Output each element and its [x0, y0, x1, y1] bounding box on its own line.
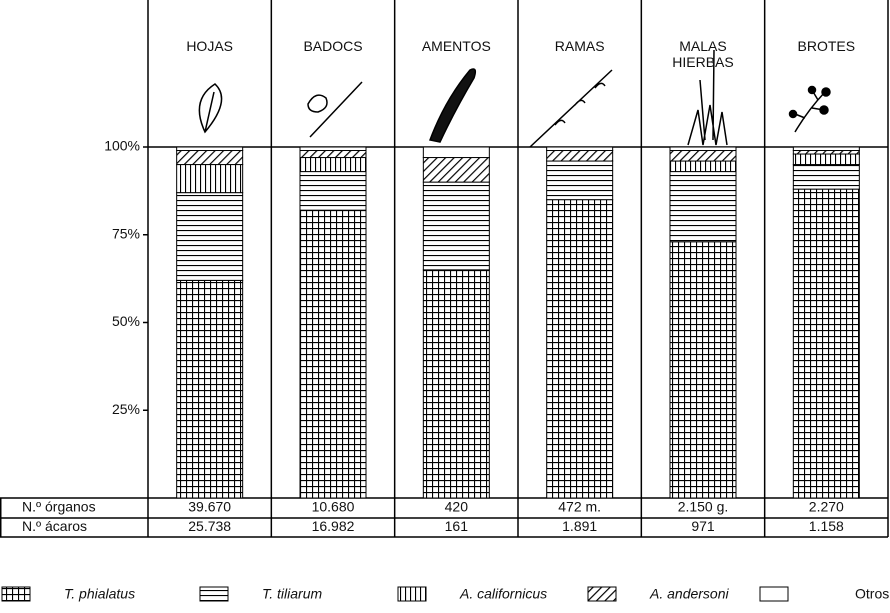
- table-cell: 161: [445, 518, 469, 534]
- y-tick-label: 75%: [112, 225, 140, 241]
- bar-segment: [793, 147, 859, 151]
- legend-label: T. phialatus: [64, 586, 135, 602]
- legend-swatch: [200, 587, 228, 601]
- legend-swatch: [588, 587, 616, 601]
- bar-segment: [670, 151, 736, 162]
- table-cell: 2.150 g.: [678, 499, 729, 515]
- bar-segment: [547, 147, 613, 151]
- bar-segment: [300, 158, 366, 172]
- table-cell: 25.738: [188, 518, 231, 534]
- bar-segment: [670, 242, 736, 498]
- y-tick-label: 25%: [112, 401, 140, 417]
- bar-segment: [547, 161, 613, 200]
- bar-segment: [793, 165, 859, 190]
- legend-label: Otros: [855, 586, 889, 602]
- bar-segment: [670, 172, 736, 242]
- table-cell: 39.670: [188, 499, 231, 515]
- bar-segment: [547, 151, 613, 162]
- table-cell: 472 m.: [558, 499, 601, 515]
- column-header: BADOCS: [278, 38, 388, 54]
- y-tick-label: 100%: [104, 138, 140, 154]
- bar-segment: [423, 182, 489, 270]
- table-row-label: N.º ácaros: [22, 518, 87, 534]
- bar-segment: [177, 151, 243, 165]
- legend-swatch: [398, 587, 426, 601]
- chart: 25% 50% 75% 100% N.º órganos 39.670 10.680 420 4…: [0, 0, 890, 613]
- bar-segment: [670, 161, 736, 172]
- column-header: BROTES: [771, 38, 881, 54]
- legend-swatch: [2, 587, 30, 601]
- bar-segment: [793, 154, 859, 165]
- column-header: MALAS HIERBAS: [648, 38, 758, 70]
- bar-segment: [423, 270, 489, 498]
- bar-segment: [793, 151, 859, 155]
- table-cell: 1.891: [562, 518, 597, 534]
- legend-label: T. tiliarum: [262, 586, 323, 602]
- bar-segment: [300, 172, 366, 211]
- leaf-icon: [199, 84, 221, 132]
- table-cell: 16.982: [312, 518, 355, 534]
- fruit-icon: [308, 82, 362, 137]
- bar-segment: [177, 193, 243, 281]
- column-header: RAMAS: [525, 38, 635, 54]
- bar-segment: [300, 147, 366, 151]
- bar-segment: [177, 165, 243, 193]
- bar-segment: [300, 210, 366, 498]
- table-row-label: N.º órganos: [22, 499, 96, 515]
- bar-segment: [177, 147, 243, 151]
- branch-icon: [530, 70, 612, 147]
- legend-swatch: [760, 587, 788, 601]
- bar-segment: [177, 280, 243, 498]
- bar-segment: [423, 158, 489, 183]
- chart-canvas: 25% 50% 75% 100% N.º órganos 39.670 10.680 420 4…: [0, 0, 890, 613]
- table-cell: 2.270: [809, 499, 844, 515]
- bar-segment: [670, 147, 736, 151]
- table-cell: 10.680: [312, 499, 355, 515]
- table-cell: 971: [691, 518, 715, 534]
- catkin-icon: [430, 69, 475, 142]
- y-tick-label: 50%: [112, 313, 140, 329]
- column-header: AMENTOS: [401, 38, 511, 54]
- bar-segment: [300, 151, 366, 158]
- bar-segment: [793, 189, 859, 498]
- column-header: HOJAS: [155, 38, 265, 54]
- table-cell: 1.158: [809, 518, 844, 534]
- legend-label: A. andersoni: [649, 586, 729, 602]
- legend-label: A. californicus: [459, 586, 547, 602]
- bar-segment: [547, 200, 613, 498]
- bar-segment: [423, 147, 489, 158]
- table-cell: 420: [445, 499, 469, 515]
